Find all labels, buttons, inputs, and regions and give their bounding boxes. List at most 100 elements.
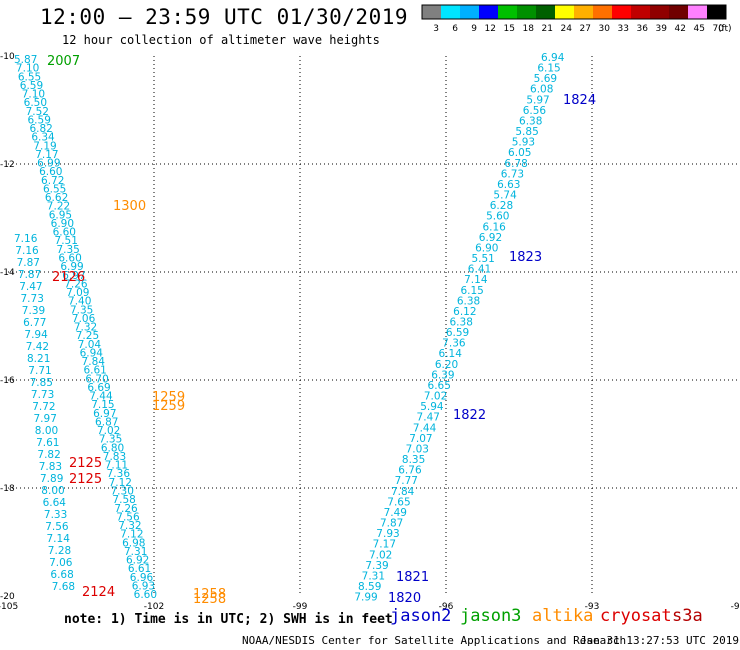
wave-height-label: 7.03 <box>406 443 429 455</box>
wave-height-label: 7.36 <box>442 338 466 350</box>
pass-time-label: 2124 <box>82 585 115 600</box>
wave-height-label: 7.25 <box>76 330 99 342</box>
wave-height-label: 7.40 <box>68 296 91 308</box>
wave-height-label: 6.92 <box>126 555 149 567</box>
wave-height-label: 5.87 <box>14 54 37 66</box>
wave-height-label: 7.65 <box>387 496 410 508</box>
wave-height-label: 6.60 <box>53 227 76 239</box>
wave-height-label: 7.09 <box>66 287 89 299</box>
wave-height-label: 7.61 <box>36 437 59 449</box>
wave-height-label: 7.32 <box>118 520 141 532</box>
track-c-labels: 6.946.155.696.085.976.566.385.855.936.05… <box>354 52 564 604</box>
wave-height-label: 7.84 <box>391 486 415 498</box>
colorbar-tick-label: 33 <box>618 24 629 34</box>
wave-height-label: 6.38 <box>457 295 480 307</box>
wave-height-label: 7.72 <box>32 401 55 413</box>
wave-height-label: 6.28 <box>490 200 513 212</box>
wave-height-label: 6.80 <box>101 442 124 454</box>
wave-height-label: 6.68 <box>50 569 73 581</box>
wave-height-label: 8.35 <box>402 454 425 466</box>
wave-height-label: 6.56 <box>523 105 547 117</box>
wave-height-label: 5.51 <box>471 253 494 265</box>
wave-height-label: 7.87 <box>17 257 40 269</box>
wave-height-label: 7.73 <box>31 389 54 401</box>
wave-height-label: 7.17 <box>35 149 58 161</box>
wave-height-label: 6.72 <box>41 175 64 187</box>
colorbar-swatch <box>688 5 707 19</box>
y-axis-tick-label: -20 <box>0 592 15 602</box>
colorbar-tick-label: 3 <box>433 24 439 34</box>
wave-height-label: 7.14 <box>464 274 488 286</box>
wave-height-label: 6.15 <box>537 63 560 75</box>
wave-height-label: 6.94 <box>541 52 565 64</box>
wave-height-label: 6.77 <box>23 317 46 329</box>
wave-height-label: 6.92 <box>479 232 502 244</box>
colorbar-tick-label: 9 <box>471 24 477 34</box>
y-axis-tick-label: -18 <box>0 484 15 494</box>
wave-height-label: 6.08 <box>530 84 553 96</box>
wave-height-label: 7.47 <box>19 281 42 293</box>
colorbar-swatch <box>631 5 650 19</box>
track-b-labels: 7.167.167.877.877.477.737.396.777.947.42… <box>14 233 75 593</box>
colorbar-tick-label: 45 <box>694 24 705 34</box>
wave-height-label: 7.31 <box>362 570 385 582</box>
x-axis-tick-label: -105 <box>0 602 18 612</box>
wave-height-label: 6.90 <box>51 218 74 230</box>
wave-height-label: 7.06 <box>49 557 73 569</box>
colorbar-swatch <box>707 5 726 19</box>
pass-time-label: 1821 <box>396 570 429 585</box>
colorbar-tick-label: 24 <box>561 24 573 34</box>
wave-height-label: 6.34 <box>31 132 55 144</box>
wave-height-label: 7.12 <box>109 477 132 489</box>
pass-time-label: 1258 <box>193 592 226 607</box>
wave-height-label: 6.50 <box>24 97 47 109</box>
wave-height-label: 6.61 <box>128 563 151 575</box>
pass-time-label: 2126 <box>52 270 85 285</box>
wave-height-label: 7.39 <box>22 305 45 317</box>
wave-height-label: 5.69 <box>534 73 557 85</box>
wave-height-label: 7.83 <box>103 451 126 463</box>
wave-height-label: 7.49 <box>384 507 407 519</box>
wave-height-label: 6.60 <box>39 166 62 178</box>
colorbar-outline <box>421 4 727 20</box>
colorbar-tick-label: 39 <box>656 24 668 34</box>
wave-height-label: 6.93 <box>132 580 155 592</box>
wave-height-label: 6.41 <box>468 264 491 276</box>
wave-height-label: 6.38 <box>450 317 473 329</box>
pass-time-label: 1259 <box>152 399 185 414</box>
wave-height-label: 7.56 <box>116 511 140 523</box>
wave-height-label: 7.84 <box>82 356 106 368</box>
pass-time-label: 1822 <box>453 408 486 423</box>
wave-height-label: 6.59 <box>446 327 469 339</box>
wave-height-label: 6.55 <box>43 183 66 195</box>
wave-height-label: 6.90 <box>475 242 498 254</box>
x-axis-tick-label: -99 <box>293 602 308 612</box>
wave-height-label: 6.63 <box>497 179 520 191</box>
colorbar-unit: (ft) <box>718 24 732 34</box>
wave-height-label: 6.99 <box>60 261 83 273</box>
colorbar-swatch <box>498 5 517 19</box>
wave-height-label: 7.82 <box>37 449 60 461</box>
wave-height-label: 7.31 <box>124 546 147 558</box>
wave-height-label: 6.96 <box>130 572 154 584</box>
wave-height-label: 6.55 <box>18 71 41 83</box>
wave-height-label: 8.59 <box>358 581 381 593</box>
colorbar-swatch <box>669 5 688 19</box>
footer-note: note: 1) Time is in UTC; 2) SWH is in fe… <box>64 612 393 627</box>
wave-height-label: 7.68 <box>52 581 75 593</box>
pass-time-label: 2125 <box>69 472 102 487</box>
generated-timestamp: Jan 31 13:27:53 UTC 2019 <box>580 634 739 647</box>
wave-height-label: 6.16 <box>482 221 506 233</box>
pass-time-label: 2125 <box>69 456 102 471</box>
wave-height-label: 6.65 <box>428 380 451 392</box>
wave-height-label: 7.16 <box>15 245 39 257</box>
wave-height-label: 7.14 <box>47 533 71 545</box>
wave-height-label: 7.19 <box>33 140 56 152</box>
colorbar-swatch <box>650 5 669 19</box>
wave-height-label: 7.22 <box>47 201 70 213</box>
color-scale-bar: 3 6 9 12 15 18 21 24 27 30 33 36 39 42 45 70(ft) <box>421 4 732 34</box>
wave-height-label: 7.99 <box>354 592 377 604</box>
wave-height-label: 7.51 <box>55 235 78 247</box>
wave-height-label: 5.94 <box>420 401 444 413</box>
